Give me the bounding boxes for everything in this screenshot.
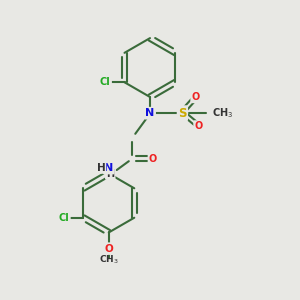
Text: H: H xyxy=(106,169,114,178)
Text: H: H xyxy=(97,163,106,173)
Text: S: S xyxy=(178,107,187,120)
Text: N: N xyxy=(146,108,154,118)
Text: CH$_3$: CH$_3$ xyxy=(212,106,233,120)
Text: O: O xyxy=(194,122,203,131)
Text: Cl: Cl xyxy=(59,213,70,223)
Text: Cl: Cl xyxy=(100,77,111,87)
Text: CH$_3$: CH$_3$ xyxy=(99,254,118,266)
Text: O: O xyxy=(149,154,157,164)
Text: O: O xyxy=(104,244,113,254)
Text: O: O xyxy=(191,92,200,102)
Text: N: N xyxy=(104,163,113,173)
